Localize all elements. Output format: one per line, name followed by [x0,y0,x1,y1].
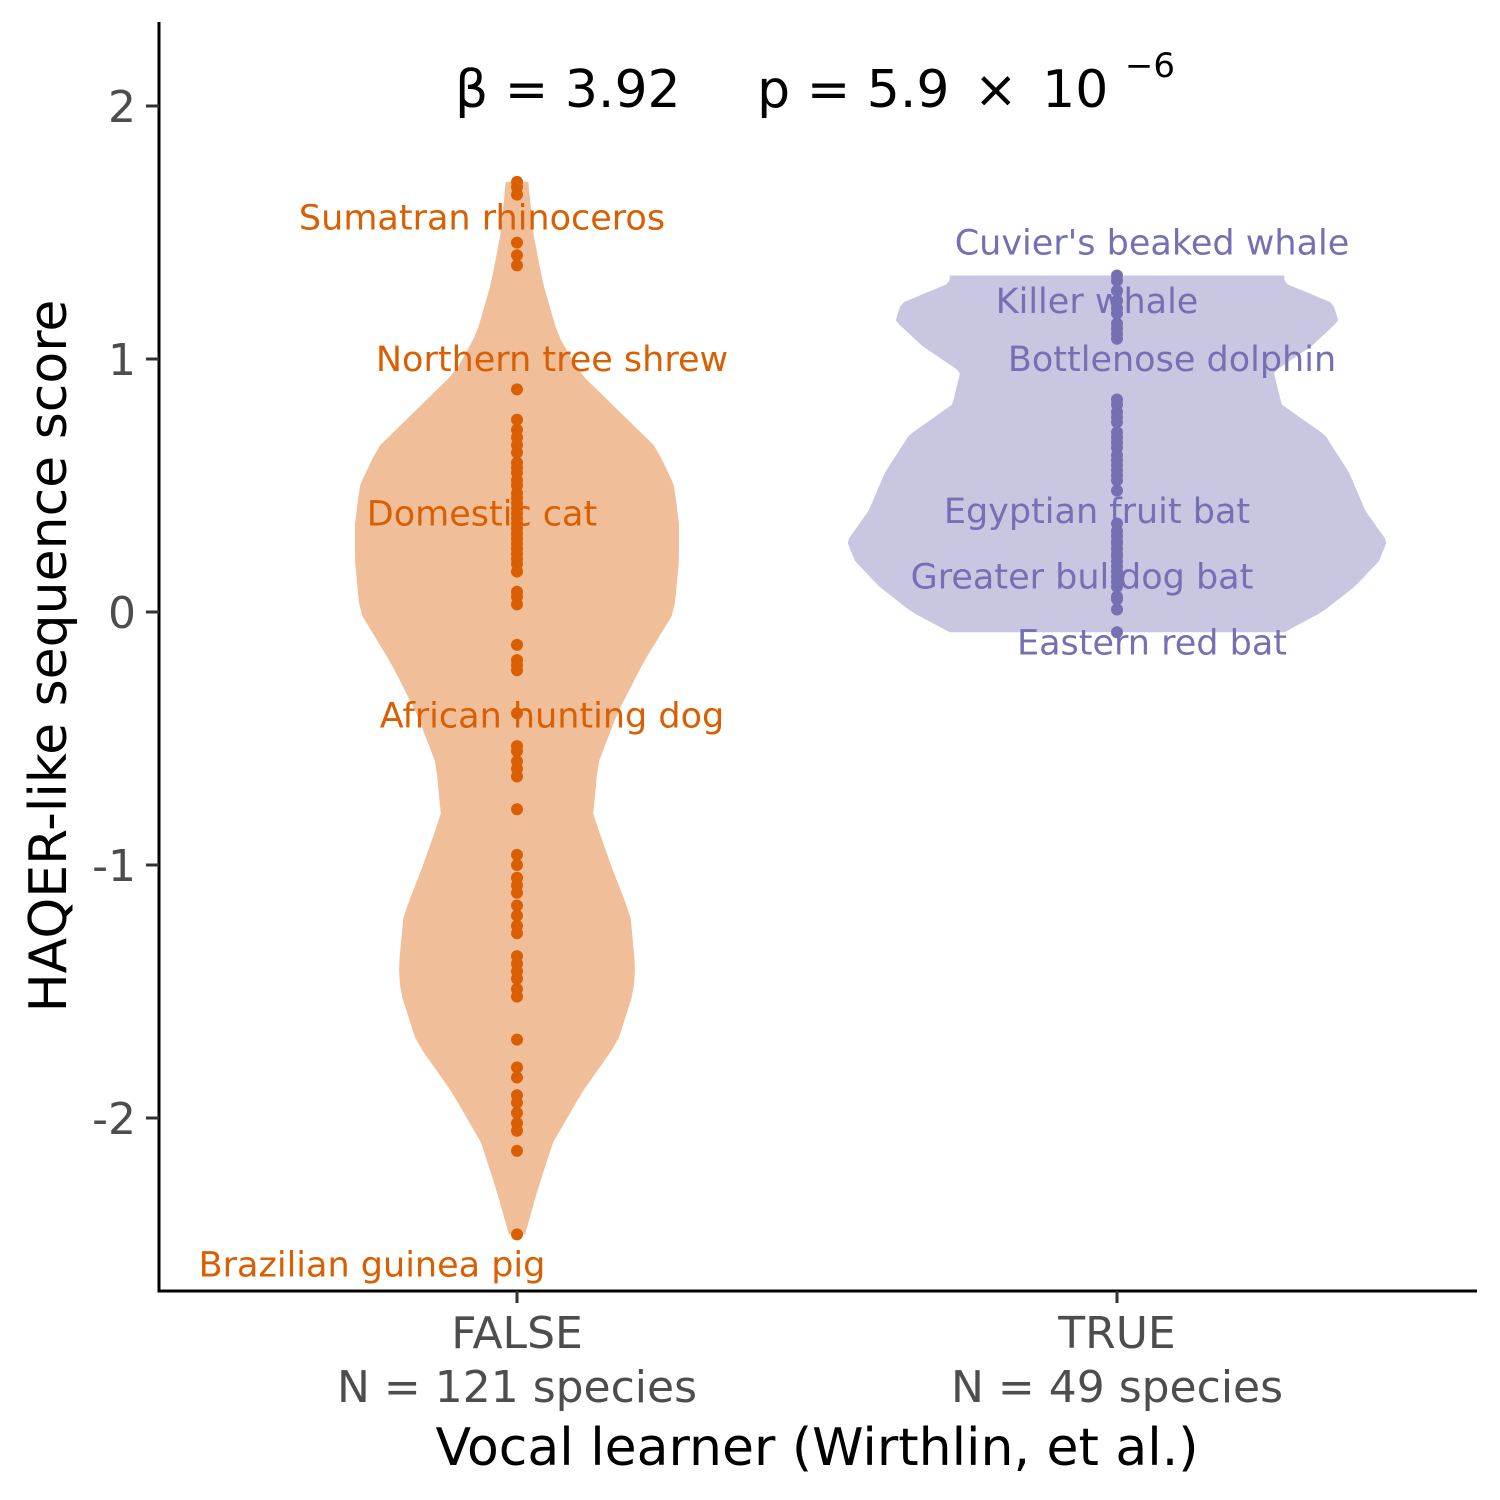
axes [157,22,1477,1293]
y-tick-label: 2 [108,82,136,133]
point-true-1 [1111,274,1123,287]
species-label: Northern tree shrew [376,340,728,380]
x-tick-label: FALSE [451,1308,583,1359]
point-true-42 [1111,603,1123,616]
species-label: Greater bulldog bat [911,558,1254,598]
y-tick-label: 0 [108,588,136,639]
x-tick-n-label: N = 49 species [951,1362,1283,1413]
point-false-52 [511,899,523,912]
species-label: Egyptian fruit bat [944,492,1250,532]
point-true-9 [1111,332,1123,345]
point-false-55 [511,927,523,940]
species-label: Sumatran rhinoceros [299,198,665,238]
p-value-times: × [974,60,1018,120]
point-false-53 [511,909,523,922]
point-false-3 [511,236,523,249]
point-false-32 [511,565,523,578]
point-false-6 [511,383,523,396]
point-false-45 [511,770,523,783]
species-labels: Sumatran rhinoceros Northern tree shrew Do… [199,198,1350,1285]
species-label: African hunting dog [380,697,725,737]
point-true-41 [1111,593,1123,606]
point-true-39 [1111,580,1123,593]
point-false-63 [511,1061,523,1074]
data-points [511,175,1123,1241]
p-value-exponent: −6 [1125,46,1175,86]
point-false-35 [511,598,523,611]
point-false-62 [511,1033,523,1046]
point-false-64 [511,1071,523,1084]
species-label: Eastern red bat [1017,623,1287,663]
point-true-24 [1111,474,1123,487]
point-false-51 [511,886,523,899]
point-false-71 [511,1228,523,1241]
point-true-25 [1111,484,1123,497]
point-false-61 [511,990,523,1003]
species-label: Cuvier's beaked whale [955,224,1350,264]
point-false-70 [511,1144,523,1157]
point-false-69 [511,1124,523,1137]
y-tick-label: -2 [92,1094,136,1145]
point-false-47 [511,848,523,861]
point-false-46 [511,803,523,816]
stats-annotation: β = 3.92 p = 5.9 × 10 −6 [455,46,1175,120]
point-false-59 [511,972,523,985]
point-false-67 [511,1106,523,1119]
point-false-39 [511,664,523,677]
y-tick-label: 1 [108,335,136,386]
point-true-43 [1111,626,1123,639]
species-label: Killer whale [996,282,1199,322]
point-true-14 [1111,416,1123,429]
species-label: Domestic cat [367,494,597,534]
point-false-40 [511,707,523,720]
point-true-2 [1111,284,1123,297]
point-false-7 [511,413,523,426]
y-ticks: -2 -1 0 1 2 [92,82,159,1145]
species-label: Bottlenose dolphin [1008,340,1336,380]
y-axis-title: HAQER-like sequence score [19,300,79,1013]
point-true-5 [1111,307,1123,320]
p-value-base: 10 [1042,60,1108,120]
p-value-annotation: p = 5.9 [757,60,949,120]
point-false-66 [511,1096,523,1109]
x-tick-n-label: N = 121 species [337,1362,697,1413]
point-false-42 [511,745,523,758]
point-false-2 [511,188,523,201]
species-label: Brazilian guinea pig [199,1246,546,1286]
point-false-36 [511,638,523,651]
beta-annotation: β = 3.92 [455,60,681,120]
x-tick-label: TRUE [1057,1308,1175,1359]
x-axis-title: Vocal learner (Wirthlin, et al.) [435,1418,1198,1478]
point-false-5 [511,259,523,272]
point-false-4 [511,249,523,262]
point-false-48 [511,859,523,871]
point-false-11 [511,446,523,459]
y-tick-label: -1 [92,841,136,892]
